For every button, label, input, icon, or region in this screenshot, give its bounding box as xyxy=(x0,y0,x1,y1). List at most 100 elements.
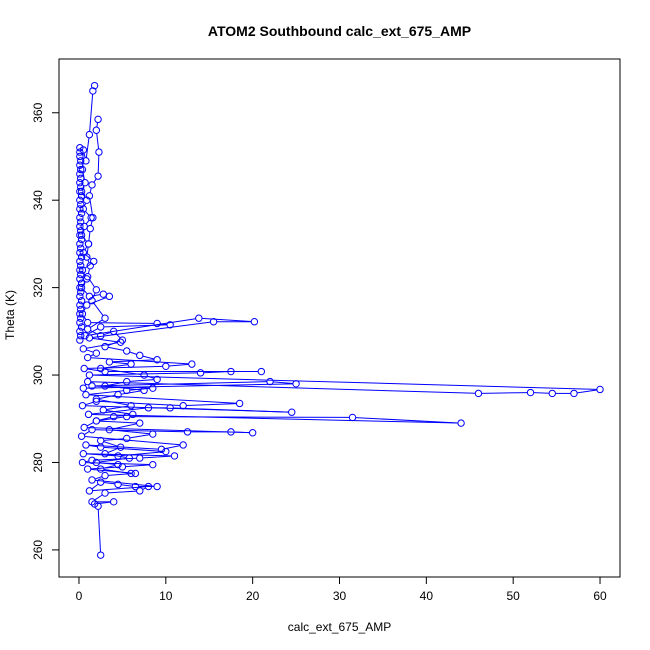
series-segment xyxy=(92,372,198,376)
data-point xyxy=(85,130,94,139)
data-point xyxy=(118,463,127,471)
data-point xyxy=(77,253,86,261)
series-segment xyxy=(203,371,228,374)
data-point xyxy=(76,231,84,239)
data-point xyxy=(88,297,96,305)
series-segment xyxy=(481,392,528,394)
data-point xyxy=(83,272,92,281)
series-segment xyxy=(91,483,99,490)
data-point xyxy=(84,410,93,419)
series-segment xyxy=(142,355,155,360)
series-segment xyxy=(85,219,90,225)
data-point xyxy=(288,408,296,416)
series-segment xyxy=(85,137,90,158)
data-point xyxy=(77,227,85,235)
series-segment xyxy=(89,187,92,193)
series-segment xyxy=(108,385,141,391)
series-segment xyxy=(103,331,111,336)
series-segment xyxy=(95,479,154,487)
data-point xyxy=(77,165,85,174)
series-segment xyxy=(99,394,116,399)
series-segment xyxy=(168,363,189,367)
series-segment xyxy=(84,246,88,251)
data-point xyxy=(101,489,109,497)
series-segment xyxy=(103,364,128,369)
x-tick-label: 0 xyxy=(76,589,83,603)
data-point xyxy=(88,476,96,484)
data-point xyxy=(99,290,107,298)
series-segment xyxy=(129,379,154,382)
series-segment xyxy=(173,407,289,413)
series-segment xyxy=(99,416,111,421)
series-segment xyxy=(86,349,94,353)
series-1 xyxy=(76,144,86,344)
data-point xyxy=(196,369,205,377)
data-point xyxy=(248,429,257,437)
series-0 xyxy=(77,81,604,559)
series-segment xyxy=(86,247,89,254)
data-point xyxy=(77,279,86,287)
series-segment xyxy=(93,303,104,316)
series-segment xyxy=(87,365,163,369)
data-point xyxy=(149,384,157,392)
data-point xyxy=(92,417,101,425)
series-segment xyxy=(125,464,150,468)
series-segment xyxy=(103,468,128,474)
series-segment xyxy=(108,346,124,351)
series-segment xyxy=(99,462,115,465)
series-segment xyxy=(115,333,121,339)
series-segment xyxy=(234,431,250,434)
data-point xyxy=(86,262,94,270)
data-point xyxy=(149,430,157,438)
series-segment xyxy=(92,374,597,390)
series-segment xyxy=(89,444,98,448)
data-point xyxy=(292,380,300,388)
data-point xyxy=(83,301,91,309)
series-segment xyxy=(106,409,130,415)
data-point xyxy=(116,443,125,451)
series-segment xyxy=(103,446,163,452)
data-point xyxy=(136,351,144,360)
series-segment xyxy=(87,259,90,263)
x-axis-label: calc_ext_675_AMP xyxy=(288,620,391,634)
series-segment xyxy=(108,490,137,494)
data-point xyxy=(114,391,122,399)
data-point xyxy=(77,332,85,340)
data-point xyxy=(195,314,203,322)
data-point xyxy=(105,358,114,366)
data-point xyxy=(153,375,161,384)
data-point xyxy=(131,482,140,491)
data-point xyxy=(136,487,144,495)
x-tick-label: 40 xyxy=(420,589,434,603)
data-point xyxy=(78,310,87,318)
data-point xyxy=(170,452,179,460)
series-segment xyxy=(83,289,88,295)
data-point xyxy=(79,345,88,353)
data-point xyxy=(76,310,84,318)
data-point xyxy=(570,389,578,398)
data-point xyxy=(77,157,85,165)
data-point xyxy=(77,218,85,226)
series-layer xyxy=(76,81,604,559)
data-point xyxy=(90,81,99,90)
series-segment xyxy=(91,413,458,424)
series-segment xyxy=(85,401,94,406)
y-tick-label: 360 xyxy=(31,102,45,122)
series-segment xyxy=(92,337,118,343)
series-segment xyxy=(90,381,476,394)
series-segment xyxy=(90,319,103,328)
data-point xyxy=(227,367,235,376)
data-point xyxy=(235,399,244,408)
data-point xyxy=(76,257,84,266)
series-segment xyxy=(85,254,92,260)
series-segment xyxy=(96,122,99,128)
series-segment xyxy=(85,210,90,216)
series-segment xyxy=(84,202,87,207)
series-segment xyxy=(116,414,130,417)
series-segment xyxy=(99,420,137,424)
data-point xyxy=(250,318,259,326)
series-segment xyxy=(103,482,115,485)
data-point xyxy=(76,336,84,344)
series-segment xyxy=(99,399,129,406)
y-tick-label: 340 xyxy=(31,190,45,210)
